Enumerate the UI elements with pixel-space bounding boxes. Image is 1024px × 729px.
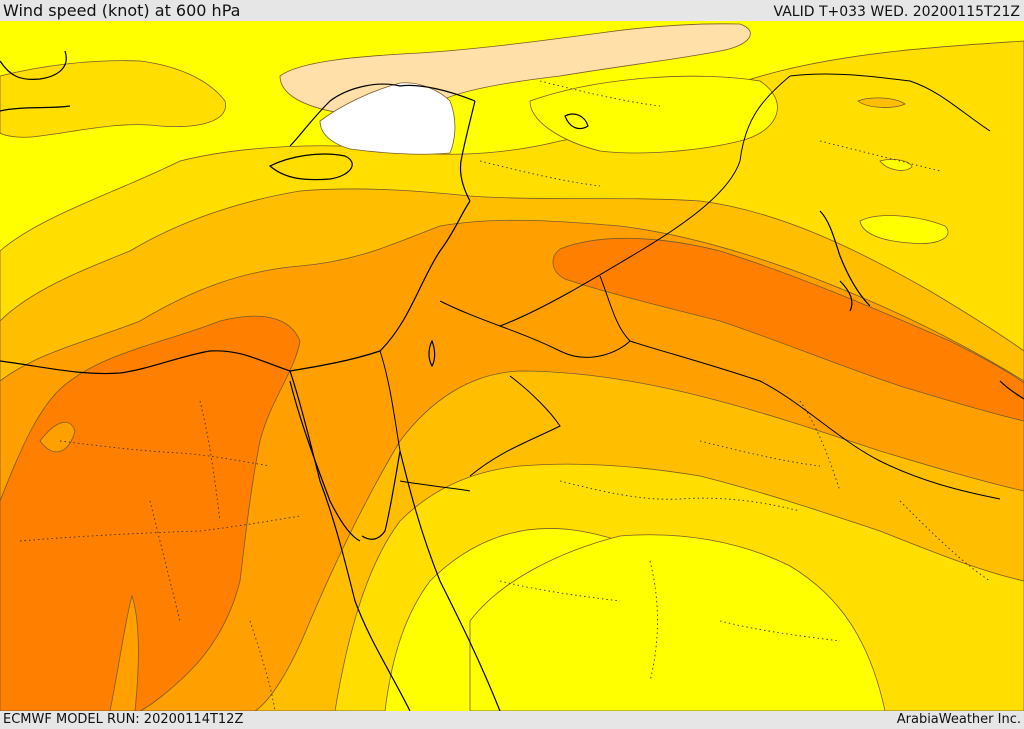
- borders: [379, 73, 1001, 500]
- band-yellow-patch-east: [859, 215, 949, 244]
- band-yellow-patch-north: [529, 75, 778, 154]
- band-dark-orange-southwest: [0, 315, 301, 711]
- credit-label: ArabiaWeather Inc.: [896, 712, 1021, 727]
- internal-boundaries: [19, 80, 991, 711]
- map-header: Wind speed (knot) at 600 hPa VALID T+033…: [0, 0, 1024, 21]
- band-gold-northwest: [0, 60, 226, 138]
- map-canvas: [0, 21, 1024, 711]
- wind-speed-map[interactable]: [0, 21, 1024, 711]
- model-run-label: ECMWF MODEL RUN: 20200114T12Z: [3, 712, 244, 727]
- map-title: Wind speed (knot) at 600 hPa: [3, 1, 241, 20]
- band-orange-notch-2: [39, 421, 76, 453]
- coastlines: [0, 50, 1024, 711]
- map-footer: ECMWF MODEL RUN: 20200114T12Z ArabiaWeat…: [0, 711, 1024, 729]
- valid-time: VALID T+033 WED. 20200115T21Z: [773, 4, 1020, 20]
- band-amber-patch-north: [857, 97, 906, 108]
- band-yellow-south: [469, 534, 886, 711]
- band-orange-notch: [109, 594, 139, 711]
- band-lowest-north: [319, 82, 456, 155]
- band-dark-orange-east: [552, 237, 1024, 422]
